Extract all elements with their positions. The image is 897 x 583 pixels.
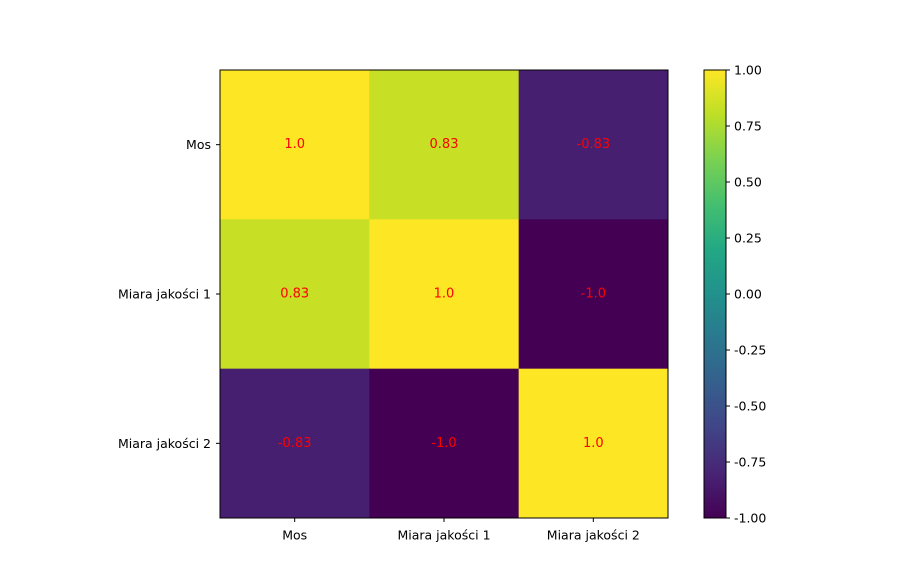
x-axis: Mos Miara jakości 1 Miara jakości 2 <box>282 518 640 543</box>
colorbar-tick-label: 0.00 <box>734 287 762 302</box>
y-tick-label: Miara jakości 2 <box>118 436 211 451</box>
heatmap-cell <box>369 219 520 370</box>
heatmap-cell <box>518 70 669 220</box>
heatmap-cell <box>369 70 520 220</box>
colorbar-tick-label: 0.75 <box>734 119 762 134</box>
cell-value-label: -0.83 <box>278 436 312 451</box>
cell-value-label: 1.0 <box>583 436 604 451</box>
colorbar-ticks: 1.00 0.75 0.50 0.25 0.00 -0.25 -0.50 -0.75 -1.00 <box>726 63 766 526</box>
heatmap-cell <box>220 368 370 519</box>
cell-value-label: -0.83 <box>577 137 611 152</box>
cell-value-label: 1.0 <box>284 137 305 152</box>
x-tick-label: Miara jakości 1 <box>397 528 490 543</box>
colorbar: 1.00 0.75 0.50 0.25 0.00 -0.25 -0.50 -0.75 -1.00 <box>703 63 766 526</box>
y-axis: Mos Miara jakości 1 Miara jakości 2 <box>118 137 220 451</box>
heatmap-cell <box>369 368 520 519</box>
cell-value-label: -1.0 <box>431 436 456 451</box>
colorbar-tick-label: -0.25 <box>734 343 766 358</box>
heatmap-cell-labels: 1.0 0.83 -0.83 0.83 1.0 -1.0 -0.83 -1.0 1.0 <box>278 137 610 451</box>
y-tick-label: Miara jakości 1 <box>118 287 211 302</box>
x-tick-label: Mos <box>282 528 307 543</box>
cell-value-label: 0.83 <box>430 137 459 152</box>
colorbar-tick-label: -1.00 <box>734 511 766 526</box>
heatmap-cells <box>220 70 669 519</box>
colorbar-gradient <box>704 70 726 518</box>
heatmap-cell <box>220 219 370 370</box>
colorbar-tick-label: -0.50 <box>734 399 766 414</box>
colorbar-tick-label: 0.25 <box>734 231 762 246</box>
heatmap-cell <box>518 368 669 519</box>
colorbar-tick-label: 0.50 <box>734 175 762 190</box>
x-tick-label: Miara jakości 2 <box>547 528 640 543</box>
cell-value-label: 0.83 <box>280 287 309 302</box>
cell-value-label: -1.0 <box>581 287 606 302</box>
heatmap-cell <box>220 70 370 220</box>
colorbar-tick-label: -0.75 <box>734 455 766 470</box>
heatmap-cell <box>518 219 669 370</box>
cell-value-label: 1.0 <box>434 287 455 302</box>
colorbar-tick-label: 1.00 <box>734 63 762 78</box>
y-tick-label: Mos <box>186 137 211 152</box>
